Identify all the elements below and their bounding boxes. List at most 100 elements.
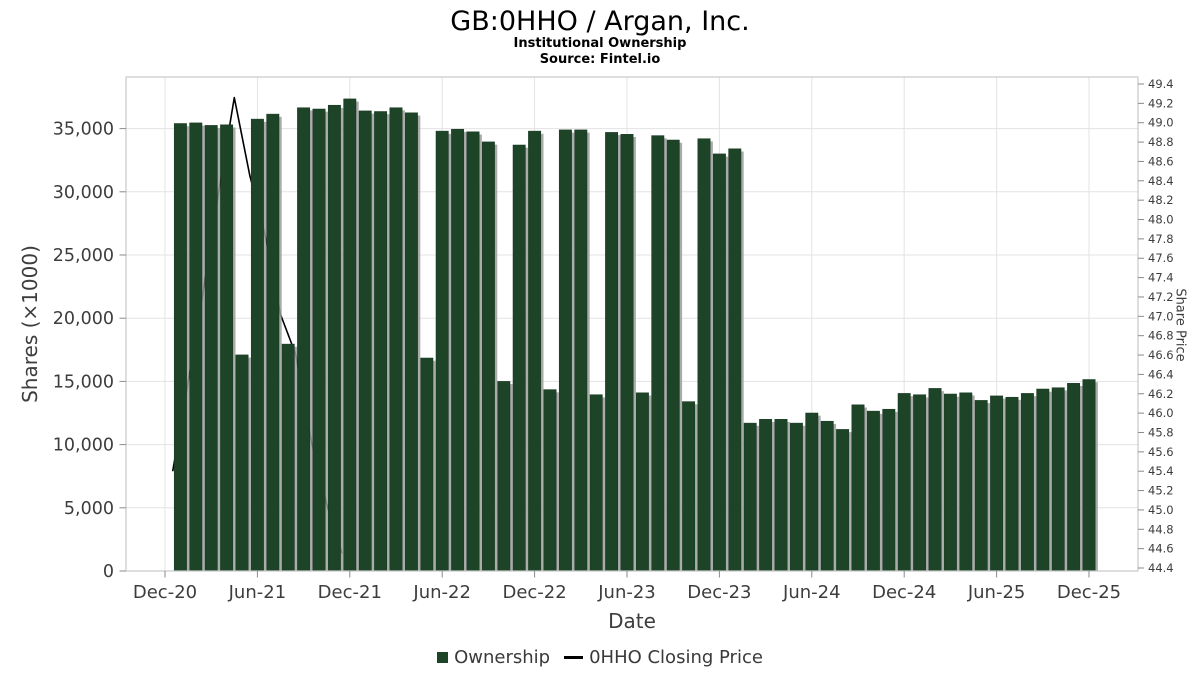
left-tick-label: 15,000: [53, 372, 114, 392]
x-tick-label: Dec-24: [872, 582, 936, 603]
right-tick-label: 46.2: [1148, 387, 1174, 401]
ownership-bar: [173, 123, 187, 572]
ownership-bar: [943, 393, 957, 572]
right-tick-label: 45.0: [1148, 503, 1174, 517]
ownership-bar: [266, 113, 280, 572]
ownership-bar: [866, 410, 880, 572]
right-tick-label: 45.2: [1148, 484, 1174, 498]
ownership-bars: [173, 98, 1098, 572]
ownership-bar: [312, 108, 326, 572]
ownership-bar: [374, 111, 388, 572]
ownership-bar: [774, 419, 788, 572]
ownership-legend-swatch-icon: [437, 652, 449, 663]
ownership-bar: [651, 135, 665, 572]
right-tick-label: 46.6: [1148, 348, 1174, 362]
ownership-bar: [1051, 387, 1065, 572]
right-tick-label: 44.8: [1148, 522, 1174, 536]
ownership-bar: [851, 404, 865, 572]
left-tick-label: 10,000: [53, 436, 114, 456]
right-tick-label: 46.0: [1148, 406, 1174, 420]
right-tick-label: 45.4: [1148, 464, 1174, 478]
ownership-bar: [974, 400, 988, 572]
left-axis-title: Shares (×1000): [18, 245, 42, 403]
left-tick-label: 30,000: [53, 183, 114, 203]
ownership-legend-label: Ownership: [454, 647, 551, 668]
x-tick-label: Jun-24: [782, 582, 841, 603]
right-tick-label: 47.6: [1148, 251, 1174, 265]
ownership-bar: [420, 357, 434, 572]
ownership-bar: [327, 104, 341, 572]
right-tick-label: 49.4: [1148, 77, 1174, 91]
ownership-bar: [558, 129, 572, 572]
right-tick-label: 49.2: [1148, 96, 1174, 110]
ownership-bar: [1020, 393, 1034, 572]
ownership-bar: [990, 395, 1004, 572]
ownership-bar: [697, 138, 711, 572]
x-tick-label: Jun-22: [412, 582, 471, 603]
ownership-bar: [589, 394, 603, 572]
ownership-bar: [466, 131, 480, 572]
right-tick-label: 44.6: [1148, 542, 1174, 556]
ownership-bar: [281, 343, 295, 572]
ownership-bar: [343, 98, 357, 572]
ownership-bar: [682, 401, 696, 572]
x-tick-label: Dec-22: [502, 582, 566, 603]
right-tick-label: 47.0: [1148, 309, 1174, 323]
ownership-bar: [451, 128, 465, 572]
ownership-bar: [712, 153, 726, 572]
left-tick-label: 0: [103, 562, 114, 582]
ownership-bar: [512, 144, 526, 572]
ownership-bar: [635, 392, 649, 572]
ownership-bar: [1067, 383, 1081, 572]
right-tick-label: 46.8: [1148, 329, 1174, 343]
ownership-bar: [235, 354, 249, 572]
ownership-bar: [805, 412, 819, 572]
ownership-bar: [928, 388, 942, 572]
left-tick-label: 35,000: [53, 120, 114, 140]
ownership-bar: [204, 125, 218, 572]
ownership-bar: [389, 107, 403, 572]
ownership-bar: [404, 112, 418, 572]
ownership-bar: [1036, 388, 1050, 572]
right-tick-label: 47.8: [1148, 232, 1174, 246]
ownership-bar: [897, 393, 911, 572]
right-tick-label: 48.6: [1148, 154, 1174, 168]
right-tick-label: 48.4: [1148, 174, 1174, 188]
right-tick-label: 48.8: [1148, 135, 1174, 149]
ownership-bar: [882, 408, 896, 572]
chart-legend: Ownership 0HHO Closing Price: [0, 647, 1200, 668]
ownership-bar: [297, 107, 311, 572]
right-tick-label: 45.6: [1148, 445, 1174, 459]
ownership-bar: [543, 389, 557, 572]
right-tick-label: 47.2: [1148, 290, 1174, 304]
x-tick-label: Jun-21: [228, 582, 287, 603]
ownership-bar: [959, 392, 973, 572]
right-tick-label: 49.0: [1148, 116, 1174, 130]
x-tick-label: Dec-20: [133, 582, 197, 603]
ownership-bar: [574, 129, 588, 572]
ownership-bar: [358, 110, 372, 572]
right-axis-title: Share Price: [1172, 288, 1188, 362]
ownership-bar: [836, 429, 850, 572]
ownership-bar: [220, 124, 234, 572]
chart-title: GB:0HHO / Argan, Inc.: [450, 6, 750, 37]
x-tick-label: Dec-25: [1057, 582, 1121, 603]
ownership-bar: [481, 141, 495, 572]
ownership-bar: [250, 118, 264, 572]
price-legend-label: 0HHO Closing Price: [589, 647, 763, 668]
right-tick-label: 45.8: [1148, 425, 1174, 439]
plot-border: [125, 76, 1139, 572]
right-tick-label: 48.0: [1148, 213, 1174, 227]
ownership-bar: [528, 130, 542, 572]
left-tick-label: 25,000: [53, 246, 114, 266]
ownership-bar: [497, 381, 511, 572]
ownership-bar: [759, 419, 773, 572]
right-axis: 44.4 44.6 44.8 45.0 45.2 45.4 45.6 45.8 46.0 46.2…: [1138, 77, 1174, 575]
right-tick-label: 47.4: [1148, 271, 1174, 285]
ownership-bar: [620, 134, 634, 572]
right-tick-label: 46.4: [1148, 367, 1174, 381]
ownership-bar: [820, 420, 834, 572]
chart-source: Source: Fintel.io: [539, 52, 661, 67]
